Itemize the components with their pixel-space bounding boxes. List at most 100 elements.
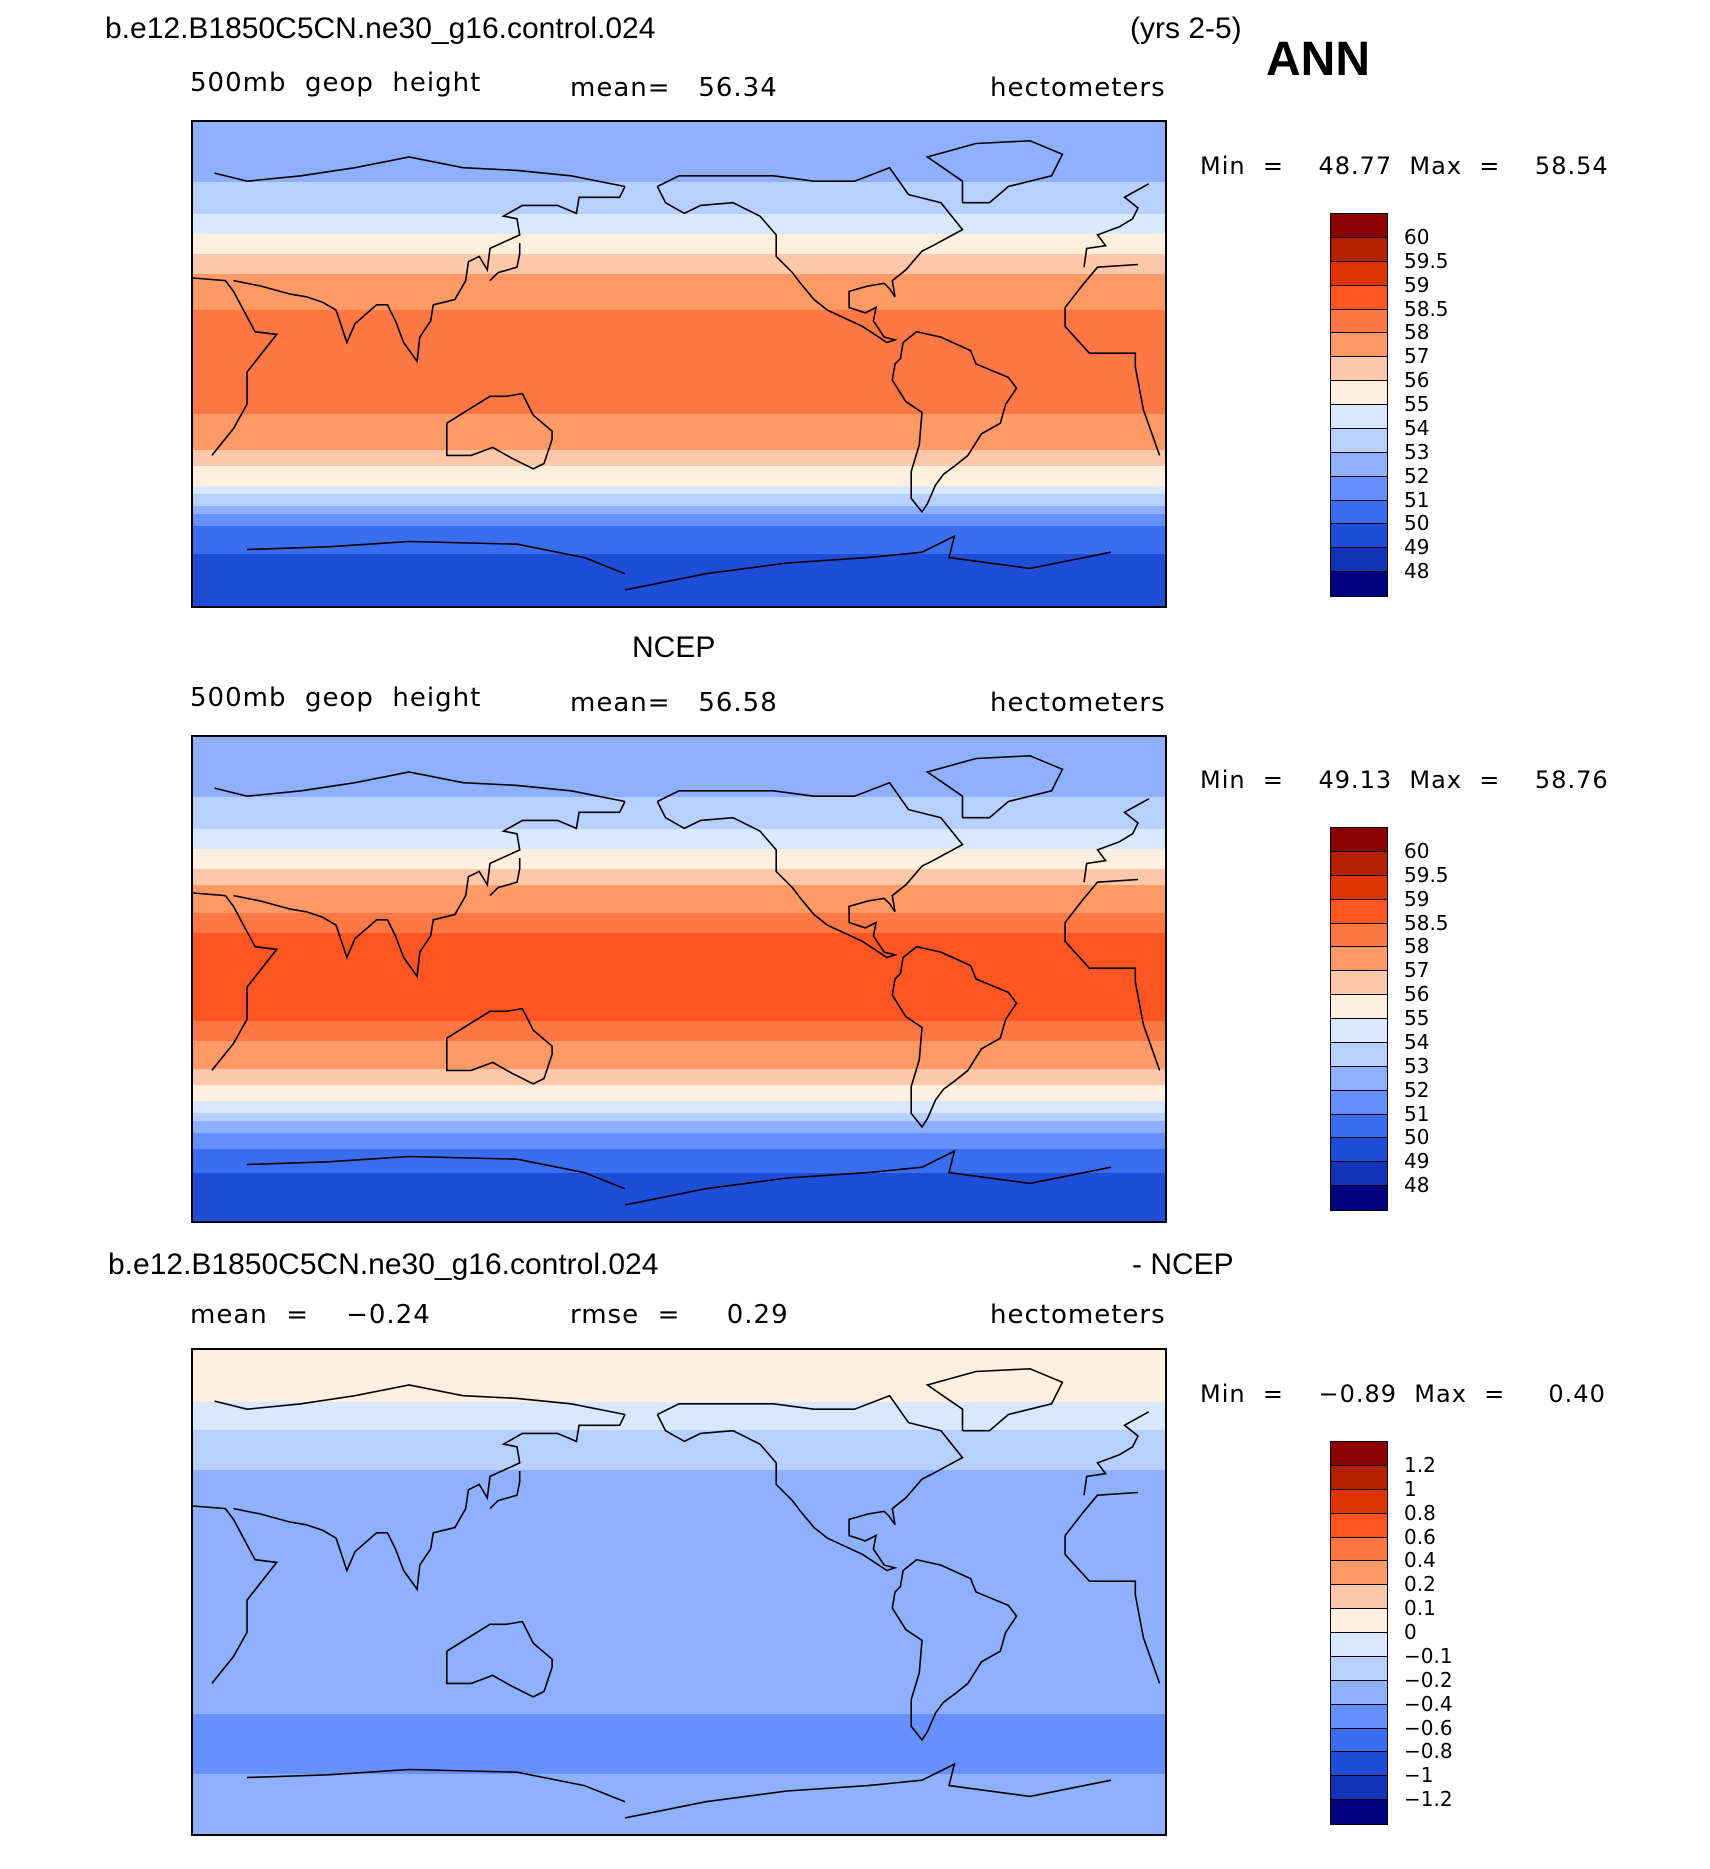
coastline — [233, 801, 626, 979]
contour-band — [193, 1542, 1165, 1547]
contour-band — [193, 1013, 1165, 1018]
contour-band — [193, 394, 1165, 399]
contour-band — [193, 773, 1165, 778]
contour-band — [193, 1133, 1165, 1138]
coastline — [193, 263, 1161, 456]
contour-band — [193, 1177, 1165, 1182]
contour-band — [193, 1213, 1165, 1218]
contour-band — [193, 410, 1165, 415]
contour-band — [193, 1205, 1165, 1210]
contour-band — [193, 1410, 1165, 1415]
contour-band — [193, 1534, 1165, 1539]
contour-band — [193, 1414, 1165, 1419]
contour-band — [193, 897, 1165, 902]
contour-band — [193, 1446, 1165, 1451]
contour-band — [193, 342, 1165, 347]
contour-band — [193, 1025, 1165, 1030]
contour-band — [193, 426, 1165, 431]
contour-band — [193, 1830, 1165, 1834]
contour-band — [193, 306, 1165, 311]
contour-band — [193, 554, 1165, 559]
years-label: (yrs 2-5) — [1130, 12, 1242, 45]
colorbar-label: 49 — [1404, 1149, 1430, 1174]
contour-band — [193, 881, 1165, 886]
colorbar-label: 58.5 — [1404, 296, 1449, 321]
contour-band — [193, 737, 1165, 742]
contour-band — [193, 598, 1165, 603]
contour-band — [193, 182, 1165, 187]
contour-band — [193, 1161, 1165, 1166]
colorbar-swatch — [1331, 357, 1387, 382]
contour-band — [193, 1602, 1165, 1607]
contour-band — [193, 1634, 1165, 1639]
contour-band — [193, 1614, 1165, 1619]
colorbar-label: 51 — [1404, 487, 1430, 512]
contour-band — [193, 198, 1165, 203]
contour-band — [193, 558, 1165, 563]
contour-band — [193, 398, 1165, 403]
contour-band — [193, 1642, 1165, 1647]
contour-band — [193, 1554, 1165, 1559]
contour-band — [193, 809, 1165, 814]
contour-band — [193, 1350, 1165, 1355]
contour-band — [193, 1049, 1165, 1054]
contour-band — [193, 1686, 1165, 1691]
contour-band — [193, 1057, 1165, 1062]
contour-band — [193, 837, 1165, 842]
contour-band — [193, 865, 1165, 870]
contour-band — [193, 1113, 1165, 1118]
colorbar-swatch — [1331, 1609, 1387, 1633]
contour-band — [193, 154, 1165, 159]
contour-band — [193, 178, 1165, 183]
colorbar-label: −1 — [1404, 1763, 1434, 1788]
contour-band — [193, 1586, 1165, 1591]
contour-band — [193, 402, 1165, 407]
panel3-rmse-label: rmse = 0.29 — [570, 1300, 789, 1330]
panel1-map — [191, 120, 1167, 608]
contour-band — [193, 765, 1165, 770]
contour-band — [193, 985, 1165, 990]
contour-band — [193, 270, 1165, 275]
contour-band — [193, 162, 1165, 167]
contour-band — [193, 769, 1165, 774]
contour-band — [193, 873, 1165, 878]
colorbar-swatch — [1331, 1800, 1387, 1824]
contour-band — [193, 1153, 1165, 1158]
contour-band — [193, 1085, 1165, 1090]
contour-band — [193, 530, 1165, 535]
contour-band — [193, 1734, 1165, 1739]
contour-band — [193, 1630, 1165, 1635]
contour-band — [193, 805, 1165, 810]
contour-band — [193, 1582, 1165, 1587]
coastline — [891, 330, 1018, 514]
coastline — [925, 139, 1064, 204]
contour-band — [193, 1474, 1165, 1479]
case-title: b.e12.B1850C5CN.ne30_g16.control.024 — [105, 12, 656, 45]
contour-band — [193, 1434, 1165, 1439]
colorbar-label: 55 — [1404, 392, 1430, 416]
coastline — [656, 781, 964, 959]
contour-band — [193, 418, 1165, 423]
contour-band — [193, 222, 1165, 227]
panel2-mean-label: mean= 56.58 — [570, 688, 778, 718]
contour-band — [193, 905, 1165, 910]
contour-band — [193, 302, 1165, 307]
contour-band — [193, 1806, 1165, 1811]
panel2-units-label: hectometers — [990, 688, 1166, 718]
colorbar-swatch — [1331, 1585, 1387, 1610]
contour-band — [193, 1462, 1165, 1467]
contour-band — [193, 1726, 1165, 1731]
contour-band — [193, 282, 1165, 287]
contour-band — [193, 1522, 1165, 1527]
colorbar-label: 0.4 — [1404, 1548, 1436, 1573]
contour-band — [193, 1366, 1165, 1371]
contour-band — [193, 586, 1165, 591]
contour-band — [193, 1073, 1165, 1078]
contour-band — [193, 474, 1165, 479]
colorbar-swatch — [1331, 1019, 1387, 1043]
contour-band — [193, 246, 1165, 251]
coastline — [214, 156, 1150, 268]
contour-band — [193, 941, 1165, 946]
contour-band — [193, 1710, 1165, 1715]
contour-band — [193, 1730, 1165, 1735]
